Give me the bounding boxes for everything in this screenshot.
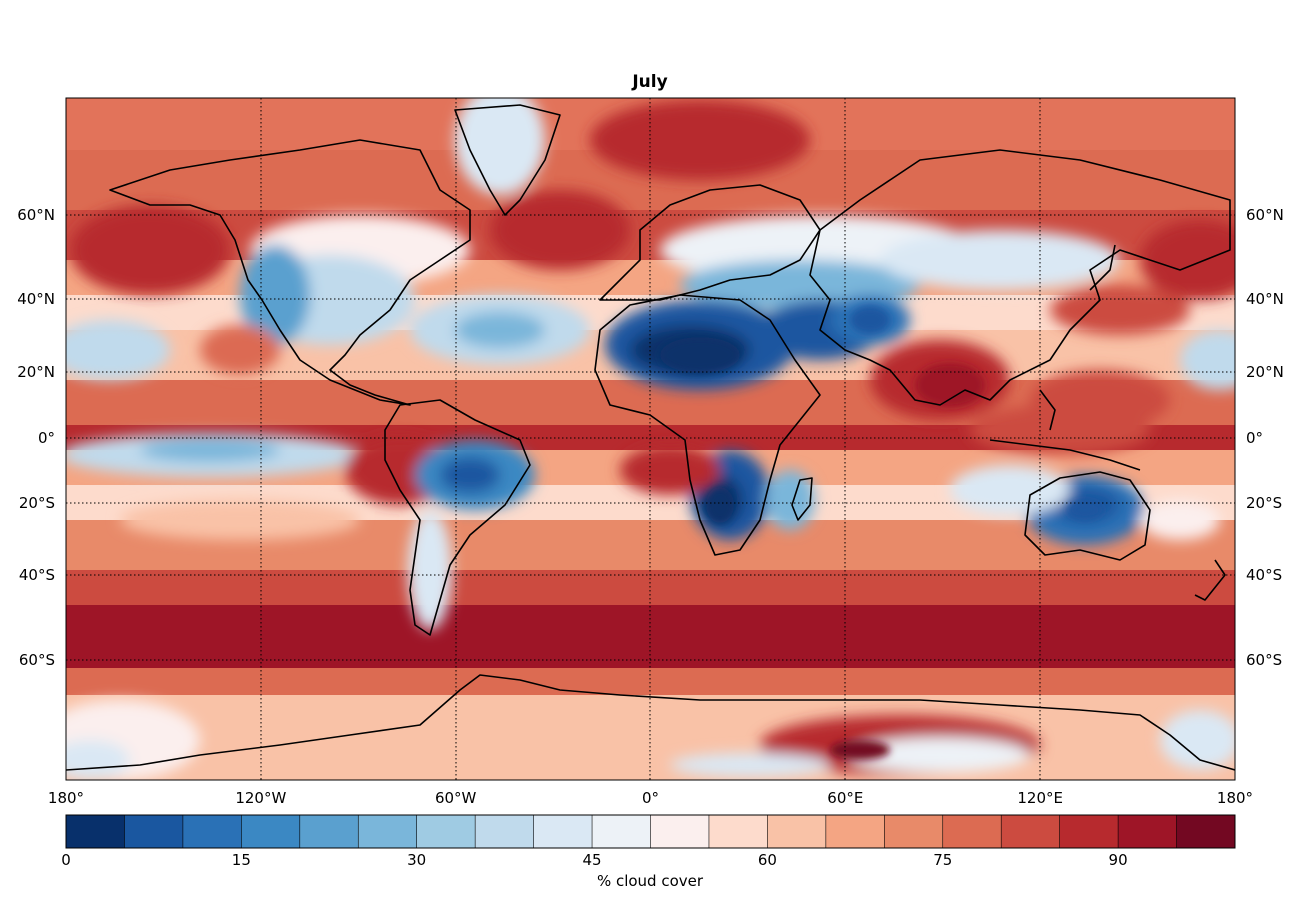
colorbar-swatch [533, 815, 593, 848]
map-canvas [66, 98, 1235, 780]
colorbar-swatch [884, 815, 944, 848]
cloud-cores [660, 306, 1103, 760]
lat-label-left: 20°N [17, 363, 55, 381]
colorbar-swatch [708, 815, 768, 848]
colorbar-tick-label: 75 [933, 851, 952, 869]
lat-label-left: 20°S [19, 494, 55, 512]
colorbar-swatch [592, 815, 651, 848]
colorbar-tick-label: 45 [583, 851, 602, 869]
lat-label-right: 60°S [1246, 651, 1282, 669]
axis-labels: 60°N 60°N 40°N 40°N 20°N 20°N 0° 0° 20°S 20°S 40°S… [17, 206, 1284, 807]
lat-label-right: 0° [1246, 429, 1263, 447]
colorbar-swatch [416, 815, 476, 848]
map-frame [65, 97, 1236, 781]
colorbar-tick-label: 60 [758, 851, 777, 869]
colorbar-swatch [182, 815, 242, 848]
lon-label: 0° [642, 789, 659, 807]
colorbar-swatch [1001, 815, 1061, 848]
coastlines [66, 104, 1235, 771]
colorbar-swatch [1118, 815, 1178, 848]
colorbar: 0 15 30 45 60 75 90 [61, 814, 1236, 869]
colorbar-swatch [299, 815, 359, 848]
colorbar-tick-label: 15 [232, 851, 251, 869]
lon-label: 180° [1217, 789, 1253, 807]
lat-label-right: 20°N [1246, 363, 1284, 381]
colorbar-tick-label: 30 [407, 851, 426, 869]
lon-label: 180° [48, 789, 84, 807]
lat-label-right: 20°S [1246, 494, 1282, 512]
lat-label-left: 40°N [17, 290, 55, 308]
colorbar-tick-label: 0 [61, 851, 71, 869]
lat-label-left: 0° [38, 429, 55, 447]
lon-label: 120°W [235, 789, 286, 807]
colorbar-swatch [358, 815, 418, 848]
colorbar-swatch [241, 815, 301, 848]
lat-label-right: 60°N [1246, 206, 1284, 224]
lon-label: 120°E [1017, 789, 1063, 807]
colorbar-swatch [825, 815, 885, 848]
colorbar-swatch [767, 815, 827, 848]
graticule [66, 98, 1235, 780]
colorbar-frame [65, 814, 1236, 849]
colorbar-swatch [124, 815, 184, 848]
colorbar-label: % cloud cover [596, 872, 704, 890]
map-title: July [632, 72, 668, 92]
colorbar-swatch [66, 815, 125, 848]
cloud-regions [66, 98, 1235, 780]
colorbar-swatch [942, 815, 1002, 848]
colorbar-swatch [475, 815, 535, 848]
lat-label-right: 40°N [1246, 290, 1284, 308]
colorbar-tick-label: 90 [1109, 851, 1128, 869]
colorbar-swatch [1059, 815, 1119, 848]
lon-label: 60°E [827, 789, 863, 807]
lat-label-left: 60°N [17, 206, 55, 224]
lat-label-left: 60°S [19, 651, 55, 669]
colorbar-swatch [1176, 815, 1236, 848]
lat-label-right: 40°S [1246, 566, 1282, 584]
lat-label-left: 40°S [19, 566, 55, 584]
lon-label: 60°W [435, 789, 477, 807]
colorbar-swatch [650, 815, 710, 848]
